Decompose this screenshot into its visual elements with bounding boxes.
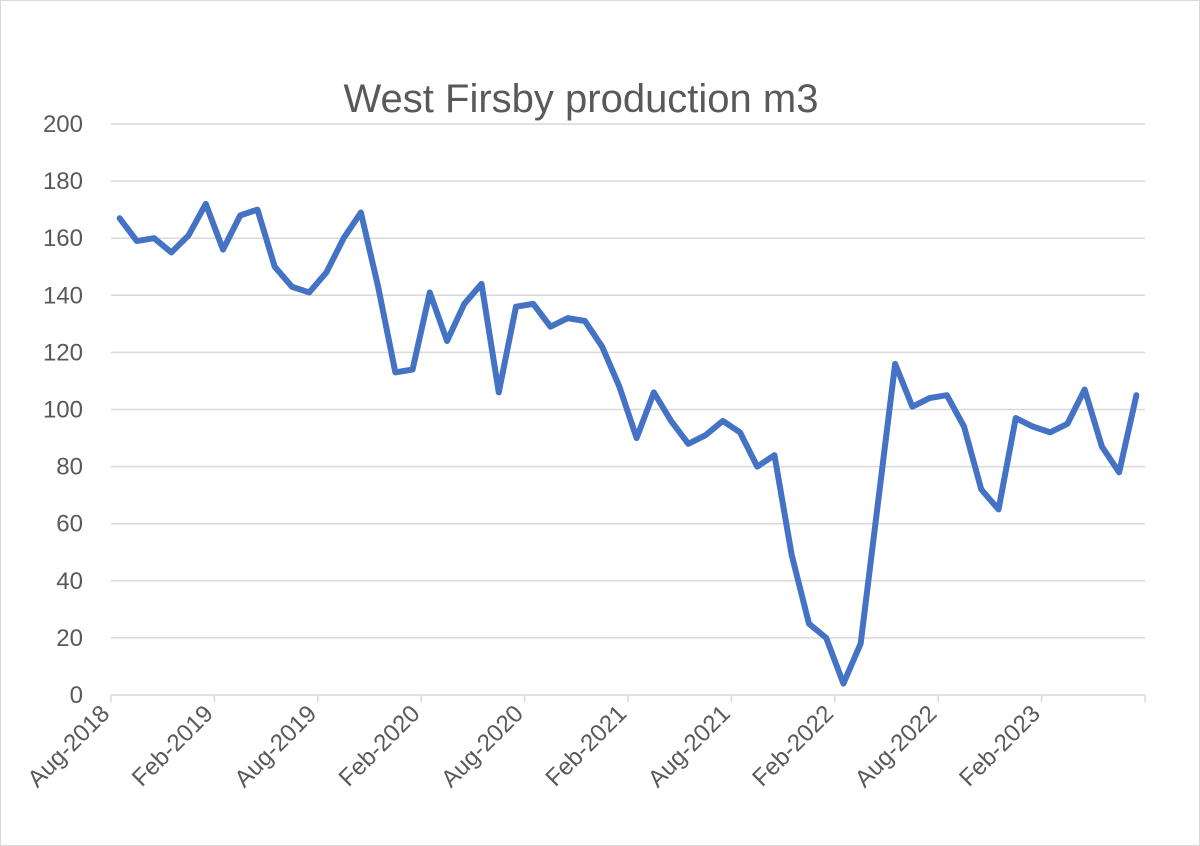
data-point (323, 269, 329, 275)
series-line (116, 200, 1140, 687)
data-point (1013, 415, 1019, 421)
y-tick-label: 0 (70, 682, 83, 709)
x-tick-label: Aug-2018 (23, 700, 116, 793)
y-tick-label: 60 (56, 511, 83, 538)
data-point (1133, 392, 1139, 398)
data-point (565, 315, 571, 321)
data-point (858, 641, 864, 647)
gridlines (111, 123, 1145, 639)
data-point (272, 264, 278, 270)
data-point (168, 249, 174, 255)
data-point (1116, 469, 1122, 475)
data-point (806, 621, 812, 627)
x-tick-label: Feb-2023 (954, 700, 1046, 792)
data-point (496, 389, 502, 395)
y-tick-label: 140 (43, 282, 83, 309)
data-point (461, 301, 467, 307)
data-point (892, 361, 898, 367)
data-point (651, 389, 657, 395)
chart-title: West Firsby production m3 (343, 77, 819, 121)
y-tick-label: 120 (43, 339, 83, 366)
data-point (306, 289, 312, 295)
data-point (220, 247, 226, 253)
data-point (358, 210, 364, 216)
x-tick-label: Aug-2019 (229, 700, 322, 793)
data-point (737, 429, 743, 435)
y-tick-label: 160 (43, 225, 83, 252)
data-point (978, 486, 984, 492)
data-point (444, 338, 450, 344)
data-point (392, 369, 398, 375)
x-tick-label: Feb-2020 (334, 700, 426, 792)
data-point (961, 424, 967, 430)
data-point (754, 464, 760, 470)
data-point (1047, 429, 1053, 435)
data-point (927, 395, 933, 401)
data-point (789, 552, 795, 558)
x-axis-tick-marks (110, 695, 1146, 702)
data-point (1064, 421, 1070, 427)
data-point (634, 435, 640, 441)
x-tick-label: Aug-2022 (850, 700, 943, 793)
data-point (530, 301, 536, 307)
data-point (203, 201, 209, 207)
x-tick-label: Aug-2020 (436, 700, 529, 793)
data-point (944, 392, 950, 398)
data-point (289, 284, 295, 290)
data-point (1082, 387, 1088, 393)
data-point (547, 324, 553, 330)
data-point (823, 635, 829, 641)
x-tick-label: Aug-2021 (643, 700, 736, 793)
y-tick-label: 40 (56, 568, 83, 595)
data-point (427, 289, 433, 295)
data-points (117, 201, 1140, 687)
data-point (685, 441, 691, 447)
data-point (616, 384, 622, 390)
data-point (909, 404, 915, 410)
data-point (341, 235, 347, 241)
data-point (1099, 444, 1105, 450)
data-point (479, 281, 485, 287)
data-point (771, 452, 777, 458)
y-axis-ticks: 0 20 40 60 80 100 120 140 160 180 200 (43, 111, 83, 709)
data-point (1030, 424, 1036, 430)
x-tick-label: Feb-2022 (747, 700, 839, 792)
y-tick-label: 20 (56, 625, 83, 652)
data-point (668, 418, 674, 424)
data-point (513, 304, 519, 310)
data-point (875, 501, 881, 507)
data-point (186, 232, 192, 238)
y-tick-label: 80 (56, 454, 83, 481)
x-tick-label: Feb-2019 (127, 700, 219, 792)
data-point (117, 215, 123, 221)
data-point (996, 506, 1002, 512)
y-tick-label: 100 (43, 397, 83, 424)
x-axis-labels: Aug-2018 Feb-2019 Aug-2019 Feb-2020 Aug-2020… (23, 700, 1046, 793)
y-tick-label: 200 (43, 111, 83, 138)
data-point (840, 681, 846, 687)
data-point (410, 367, 416, 373)
data-point (375, 284, 381, 290)
y-tick-label: 180 (43, 168, 83, 195)
data-point (134, 238, 140, 244)
data-point (151, 235, 157, 241)
data-point (582, 318, 588, 324)
data-point (720, 418, 726, 424)
x-tick-label: Feb-2021 (540, 700, 632, 792)
data-point (237, 212, 243, 218)
data-point (599, 344, 605, 350)
data-point (703, 432, 709, 438)
data-point (254, 207, 260, 213)
